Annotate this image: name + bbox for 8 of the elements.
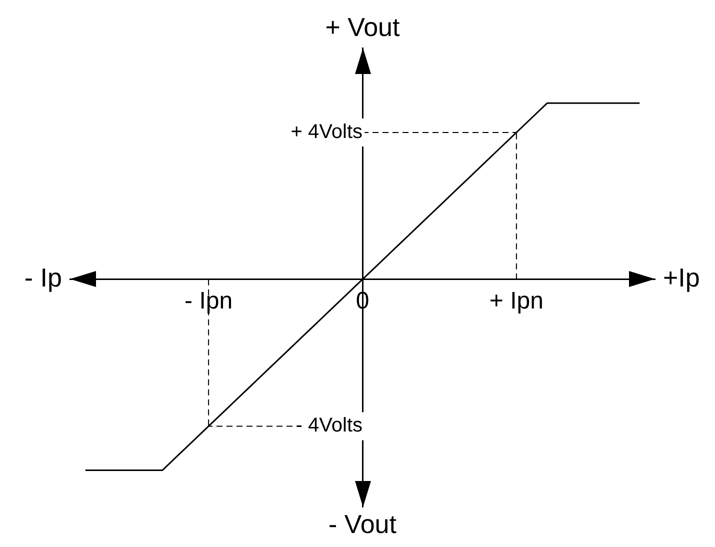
x-tick-label: + Ipn — [489, 287, 544, 314]
y-tick-label: - 4Volts — [296, 414, 362, 437]
text: - Vout — [328, 509, 398, 540]
y-axis-title: + Vout — [325, 12, 400, 42]
y-tick-label: + 4Volts — [290, 120, 362, 143]
text: - Ip — [24, 262, 62, 293]
x-axis-title: +Ip — [663, 262, 700, 293]
x-tick-label: - Ipn — [184, 287, 233, 314]
